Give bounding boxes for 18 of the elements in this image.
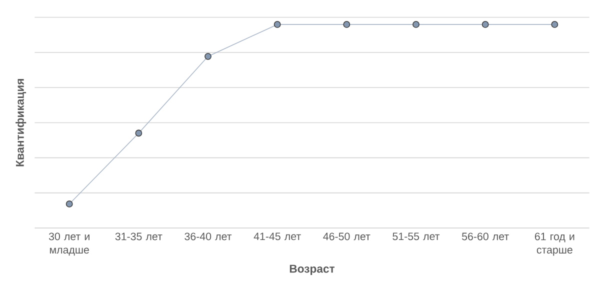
x-tick-label: 61 год и старше [534, 232, 574, 256]
x-tick-label: 56-60 лет [462, 232, 509, 240]
x-tick-label: 51-55 лет [392, 232, 440, 240]
y-axis-title: Квантификация [16, 79, 26, 166]
x-tick-label: 46-50 лет [323, 232, 370, 240]
point [343, 20, 350, 28]
x-tick-label: 31-35 лет [115, 232, 162, 240]
point [482, 20, 489, 28]
point [412, 20, 420, 28]
point [274, 20, 281, 28]
point [551, 20, 558, 28]
point [204, 52, 212, 60]
x-axis-title: Возраст [290, 264, 335, 275]
x-tick-label: 41-45 лет [254, 232, 301, 240]
x-tick-label: 36-40 лет [184, 232, 232, 240]
point [135, 130, 142, 137]
point [66, 200, 73, 208]
x-tick-label: 30 лет и младше [48, 232, 90, 256]
